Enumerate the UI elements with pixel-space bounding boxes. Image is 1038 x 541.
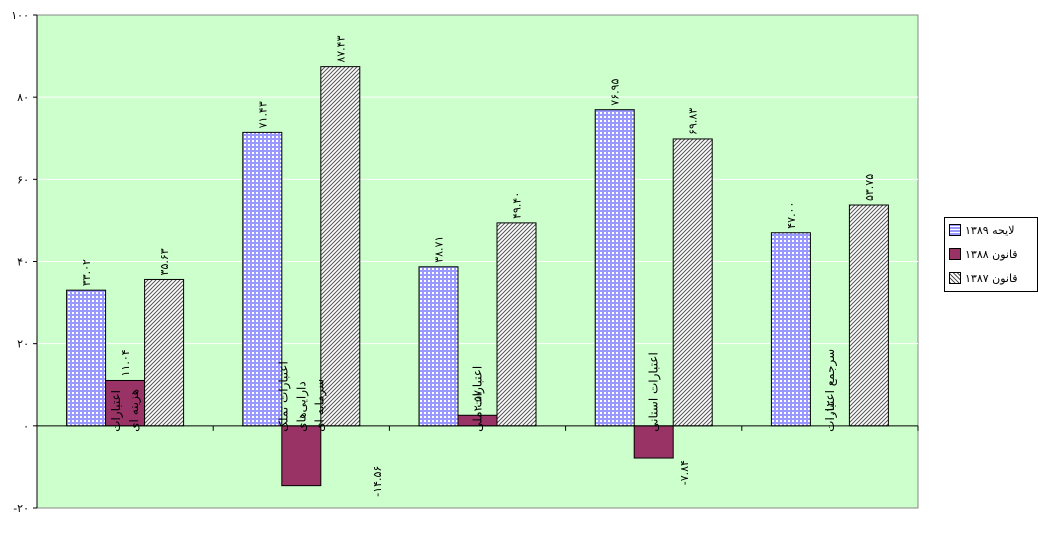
legend-swatch-ghanoon-1388 xyxy=(949,248,961,260)
data-label: ۸۷.۴۳ xyxy=(334,35,347,62)
bar-ghanoon-1387 xyxy=(144,278,185,427)
category-label: اعتبارات تملک xyxy=(276,361,291,432)
data-label: ۴۷.۰۰ xyxy=(785,202,798,229)
y-tick-label: ۸۰ xyxy=(17,91,29,104)
bar-ghanoon-1388 xyxy=(281,425,322,487)
category-label: سرجمع اعتبارات xyxy=(823,349,838,432)
category-label: دارایی‌های xyxy=(294,381,309,432)
data-label: -۱۴.۵۶ xyxy=(371,466,384,497)
legend-swatch-lahe-1389 xyxy=(949,224,961,236)
bar-lahe-1389 xyxy=(594,109,635,427)
y-tick-label: ۱۰۰ xyxy=(11,9,29,22)
data-label: ۶۹.۸۳ xyxy=(687,108,700,135)
data-label: ۳۵.۶۳ xyxy=(158,248,171,275)
category-label: سرمایه ای xyxy=(312,379,327,432)
data-label: ۱۱.۰۴ xyxy=(119,349,132,376)
bar-lahe-1389 xyxy=(242,131,283,427)
legend-swatch-ghanoon-1387 xyxy=(949,272,961,284)
data-label: ۰.۱۲ xyxy=(824,401,837,422)
bar-ghanoon-1387 xyxy=(848,204,889,427)
data-label: ۳۳.۰۲ xyxy=(80,259,93,286)
legend: لایحه ۱۳۸۹ قانون ۱۳۸۸ قانون ۱۳۸۷ xyxy=(944,217,1038,292)
legend-label: لایحه ۱۳۸۹ xyxy=(965,223,1015,237)
data-label: ۷۶.۹۵ xyxy=(609,78,622,105)
bar-lahe-1389 xyxy=(770,232,811,427)
category-label: هزینه ای xyxy=(127,389,142,432)
data-labels: ۳۳.۰۲ ۱۱.۰۴ ۳۵.۶۳ اعتبارات هزینه ای ۷۱.۴۳ -۱۴.… xyxy=(80,35,876,496)
y-tick-label: ۲۰ xyxy=(17,338,29,351)
axes: -۲۰ ۰ ۲۰ ۴۰ ۶۰ ۸۰ ۱۰۰ xyxy=(11,9,919,515)
bar-lahe-1389 xyxy=(66,289,107,427)
data-label: -۷.۸۴ xyxy=(678,460,691,485)
data-label: ۲.۵۷ xyxy=(472,390,485,411)
data-label: ۳۸.۷۱ xyxy=(433,236,446,263)
category-label: اعتبارات استانی xyxy=(647,352,662,432)
category-label: اعتبارات ملی xyxy=(471,366,486,432)
bar-ghanoon-1388 xyxy=(633,425,674,459)
y-tick-label: ۴۰ xyxy=(17,256,29,269)
data-label: ۷۱.۴۳ xyxy=(256,101,269,128)
legend-item: لایحه ۱۳۸۹ xyxy=(949,222,1014,238)
bar-ghanoon-1387 xyxy=(496,222,537,427)
bar-ghanoon-1387 xyxy=(672,138,713,427)
bar-lahe-1389 xyxy=(418,266,459,427)
legend-item: قانون ۱۳۸۸ xyxy=(949,246,1018,262)
y-tick-label: -۲۰ xyxy=(13,502,29,515)
legend-label: قانون ۱۳۸۷ xyxy=(965,271,1018,285)
y-tick-label: ۶۰ xyxy=(17,173,29,186)
legend-item: قانون ۱۳۸۷ xyxy=(949,270,1018,286)
category-label: اعتبارات xyxy=(109,390,124,432)
legend-label: قانون ۱۳۸۸ xyxy=(965,247,1018,261)
data-label: ۵۳.۷۵ xyxy=(863,174,876,201)
y-tick-label: ۰ xyxy=(23,420,29,433)
bar-ghanoon-1388 xyxy=(105,379,146,427)
data-label: ۴۹.۴۰ xyxy=(511,192,524,219)
bar-ghanoon-1387 xyxy=(320,66,361,427)
bars xyxy=(66,66,889,487)
